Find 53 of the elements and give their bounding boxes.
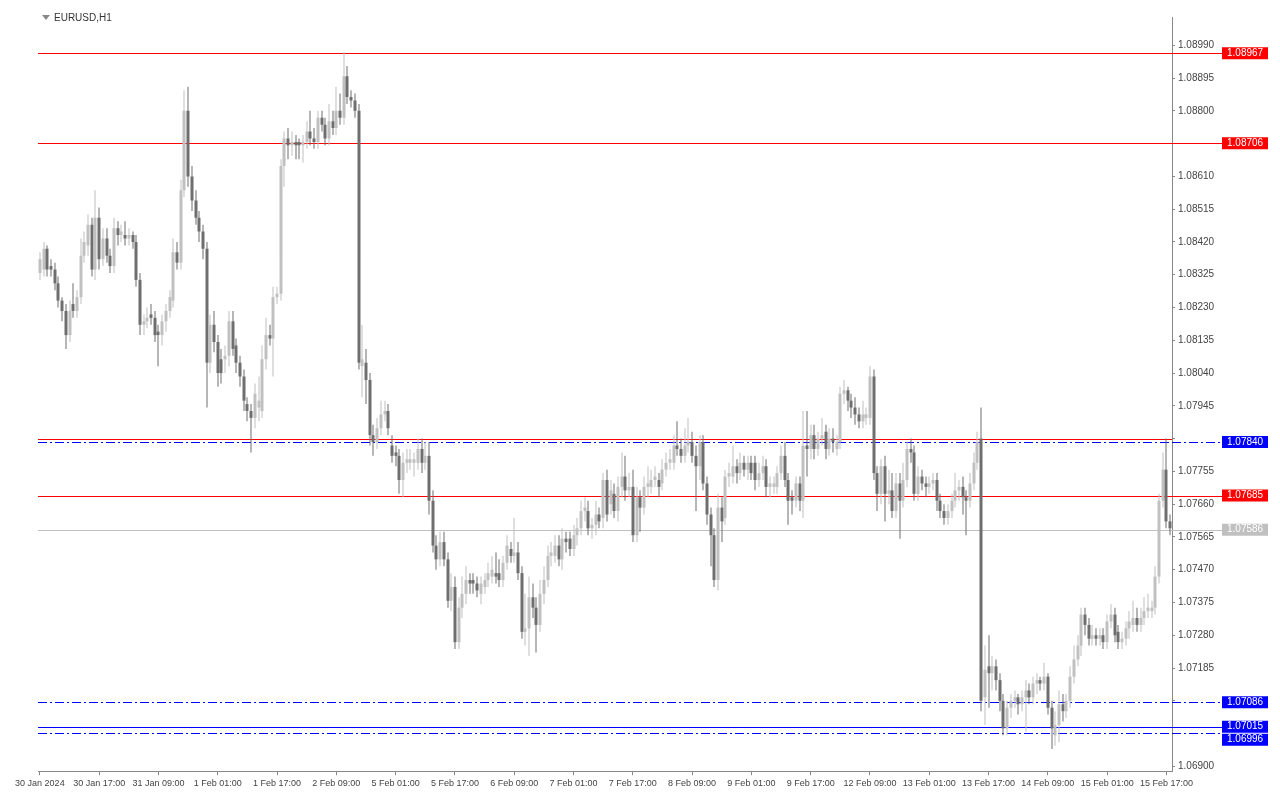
ref-line-label: 1.08706 [1227,137,1264,149]
x-tick-label: 5 Feb 17:00 [430,778,479,789]
y-tick-label: 1.08135 [1178,334,1215,346]
candlestick [805,411,809,477]
x-tick-label: 9 Feb 17:00 [786,778,835,789]
x-tick-label: 30 Jan 2024 [15,778,65,789]
ref-line-label: 1.07086 [1227,695,1264,707]
x-tick-label: 12 Feb 09:00 [843,778,897,789]
y-tick-label: 1.08040 [1178,366,1215,378]
x-tick-label: 6 Feb 09:00 [490,778,539,789]
chart-title: EURUSD,H1 [54,12,112,23]
x-tick-label: 15 Feb 17:00 [1139,778,1193,789]
y-tick-label: 1.08990 [1178,39,1215,51]
ref-line-label: 1.07586 [1227,523,1264,535]
x-tick-label: 13 Feb 01:00 [902,778,956,789]
x-tick-label: 2 Feb 09:00 [312,778,361,789]
y-tick-label: 1.08325 [1178,268,1215,280]
x-tick-label: 5 Feb 01:00 [371,778,420,789]
y-tick-label: 1.07185 [1178,661,1215,673]
y-tick-label: 1.07470 [1178,563,1215,575]
y-tick-label: 1.06900 [1178,760,1215,772]
y-tick-label: 1.07375 [1178,596,1215,608]
x-tick-label: 9 Feb 01:00 [727,778,776,789]
x-tick-label: 1 Feb 17:00 [253,778,302,789]
x-tick-label: 13 Feb 17:00 [962,778,1016,789]
ref-line-label: 1.08967 [1227,46,1264,58]
x-tick-label: 7 Feb 17:00 [608,778,657,789]
y-tick-label: 1.07755 [1178,465,1215,477]
x-tick-label: 8 Feb 09:00 [668,778,717,789]
y-tick-label: 1.08800 [1178,104,1215,116]
ref-line-label: 1.07840 [1227,435,1264,447]
ref-line-label: 1.06996 [1227,733,1264,745]
x-tick-label: 14 Feb 09:00 [1021,778,1075,789]
y-tick-label: 1.07280 [1178,629,1215,641]
ref-line-label: 1.07015 [1227,720,1264,732]
y-tick-label: 1.07565 [1178,530,1215,542]
candlestick [675,421,679,456]
y-tick-label: 1.08230 [1178,301,1215,313]
x-tick-label: 30 Jan 17:00 [73,778,126,789]
y-tick-label: 1.08610 [1178,170,1215,182]
x-tick-label: 7 Feb 01:00 [549,778,598,789]
candlestick [494,552,498,584]
y-tick-label: 1.08515 [1178,202,1215,214]
y-tick-label: 1.08895 [1178,71,1215,83]
x-tick-label: 15 Feb 01:00 [1080,778,1134,789]
x-tick-label: 31 Jan 09:00 [132,778,185,789]
y-tick-label: 1.07660 [1178,497,1215,509]
y-tick-label: 1.07945 [1178,399,1215,411]
x-tick-label: 1 Feb 01:00 [193,778,242,789]
candlestick [523,593,527,646]
y-tick-label: 1.08420 [1178,235,1215,247]
ref-line-label: 1.07685 [1227,489,1264,501]
candlestick [360,324,364,398]
